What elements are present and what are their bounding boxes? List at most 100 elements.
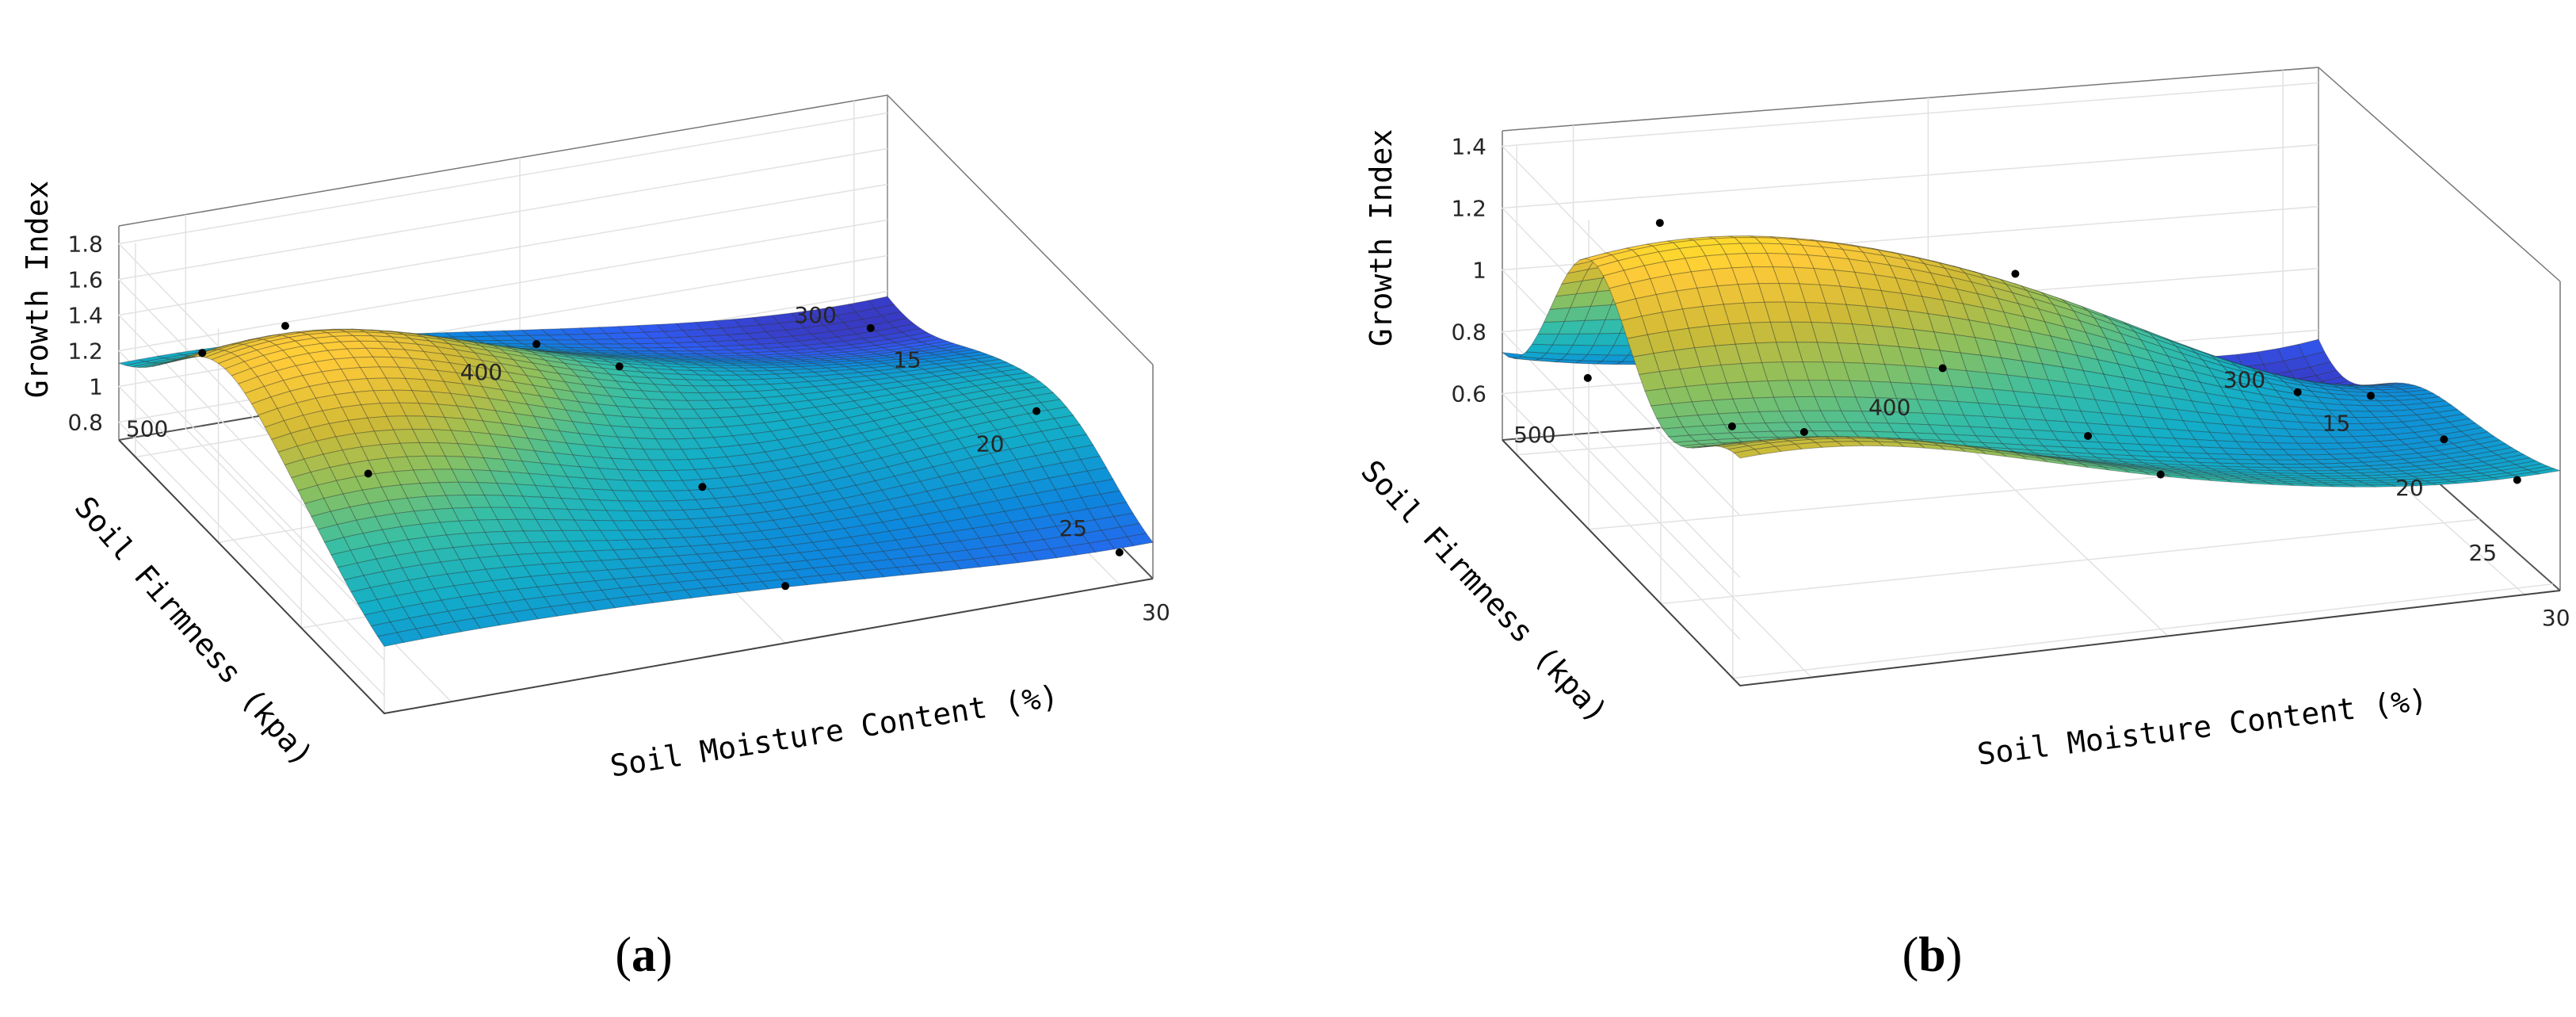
surface-patch <box>2267 482 2294 486</box>
y-tick-label: 300 <box>2223 366 2265 392</box>
surface-patch <box>2164 473 2192 480</box>
surface-patch <box>1856 441 1885 447</box>
surface-patch <box>2041 457 2069 465</box>
surface-patch <box>396 628 424 644</box>
data-point <box>364 469 372 478</box>
y-tick-label: 400 <box>1868 394 1910 420</box>
surface-patch <box>2205 477 2233 483</box>
caption-b: (b) <box>1902 928 1963 982</box>
surface-patch <box>646 591 674 604</box>
data-point <box>1655 219 1664 227</box>
z-tick-label: 1.2 <box>1451 196 1486 222</box>
surface-patch <box>2185 476 2212 481</box>
y-axis-title: Soil Firmness (kpa) <box>68 490 320 773</box>
z-gridline <box>117 254 888 661</box>
tick-labels: 15 20 25 30 300 400 500 0.8 1 1.2 1.4 1.6 1.8 <box>67 231 1170 626</box>
surface-patch <box>569 601 597 614</box>
x-tick-label: 25 <box>2469 540 2498 566</box>
z-axis-title: Growth Index <box>20 181 55 399</box>
data-point <box>1727 422 1736 430</box>
surface-patch <box>1917 443 1947 450</box>
surface-patch <box>607 596 635 609</box>
data-point <box>1115 548 1124 556</box>
data-point <box>1799 428 1808 436</box>
z-axis-title: Growth Index <box>1364 129 1399 347</box>
data-point <box>2011 270 2020 278</box>
data-point <box>2440 435 2448 444</box>
x-tick-label: 30 <box>2542 605 2570 631</box>
z-gridline <box>117 219 888 625</box>
x-tick-label: 20 <box>2395 475 2424 501</box>
data-point <box>2084 432 2093 440</box>
data-point <box>198 349 207 357</box>
surface-patch <box>2430 481 2458 486</box>
x-tick-label: 15 <box>2322 410 2351 436</box>
data-point <box>2156 470 2165 479</box>
surface-patch <box>2062 461 2089 468</box>
y-axis-title: Soil Firmness (kpa) <box>1354 453 1615 729</box>
chart-a-plot: 15 20 25 30 300 400 500 0.8 1 1.2 1.4 1.6 1.8 Soil Mo… <box>20 94 1170 784</box>
surface-patch <box>376 632 405 648</box>
z-tick-label: 1 <box>89 374 103 400</box>
surface <box>118 296 1154 648</box>
data-point <box>698 483 707 491</box>
surface-patch <box>1733 449 1762 459</box>
front-floor-edge <box>118 439 1154 715</box>
data-point <box>615 362 624 371</box>
panel-a: 15 20 25 30 300 400 500 0.8 1 1.2 1.4 1.6 1.8 Soil Mo… <box>20 94 1170 982</box>
surface-patch <box>665 589 693 601</box>
data-point <box>781 582 790 591</box>
z-tick-label: 1.4 <box>67 303 103 329</box>
z-tick-label: 0.8 <box>1451 319 1486 346</box>
z-tick-label: 0.8 <box>67 410 103 436</box>
panel-b: 15 20 25 30 300 400 500 0.6 0.8 1 1.2 1.4 Soil Moist… <box>1288 0 2576 1017</box>
z-tick-label: 1.6 <box>67 267 103 293</box>
data-point <box>532 340 540 349</box>
data-point <box>1032 407 1041 415</box>
surface-patch <box>530 606 559 620</box>
data-point <box>2513 476 2521 484</box>
data-point <box>1583 373 1592 382</box>
y-tick-label: 500 <box>1513 422 1555 448</box>
surface-patch <box>2287 483 2315 487</box>
surface-patch <box>453 617 482 633</box>
y-tick-label: 500 <box>126 416 168 442</box>
surface-patch <box>800 575 827 586</box>
observed-points <box>198 322 1124 591</box>
data-point <box>2367 392 2375 400</box>
surface-patch <box>723 583 750 595</box>
z-tick-label: 1 <box>1472 258 1486 284</box>
surface-patch <box>684 587 712 598</box>
x-tick-label: 30 <box>1142 599 1170 625</box>
data-point <box>1938 364 1947 373</box>
surface-patch <box>2082 464 2110 471</box>
y-gridline <box>2282 70 2525 595</box>
z-tick-label: 0.6 <box>1451 381 1486 407</box>
chart-b-plot: 15 20 25 30 300 400 500 0.6 0.8 1 1.2 1.4 Soil Moist… <box>1354 67 2570 772</box>
z-tick-label: 1.2 <box>67 338 103 365</box>
x-tick-label: 20 <box>976 431 1005 457</box>
surface-patch <box>1959 447 1986 455</box>
surface-patch <box>2307 484 2335 487</box>
data-point <box>866 323 875 332</box>
x-tick-label: 25 <box>1059 515 1087 541</box>
x-tick-label: 15 <box>893 346 922 373</box>
surface-patch <box>473 614 501 629</box>
caption-a: (a) <box>615 928 673 982</box>
data-point <box>2293 388 2302 396</box>
data-point <box>281 322 289 331</box>
y-tick-label: 300 <box>794 302 836 328</box>
x-axis-title: Soil Moisture Content (%) <box>608 679 1061 784</box>
y-tick-label: 400 <box>460 359 502 385</box>
z-gridline <box>117 183 888 590</box>
front-floor-edge <box>1502 439 2561 687</box>
observed-points <box>1583 219 2521 484</box>
surface-patch <box>415 625 443 640</box>
surface-patch <box>492 611 520 626</box>
surface-patch <box>550 603 578 617</box>
z-tick-label: 1.8 <box>67 231 103 258</box>
tick-labels: 15 20 25 30 300 400 500 0.6 0.8 1 1.2 1.4 <box>1451 134 2570 631</box>
y-gridline <box>1572 125 1812 679</box>
surface-patch <box>2102 466 2130 473</box>
z-tick-label: 1.4 <box>1451 134 1486 160</box>
